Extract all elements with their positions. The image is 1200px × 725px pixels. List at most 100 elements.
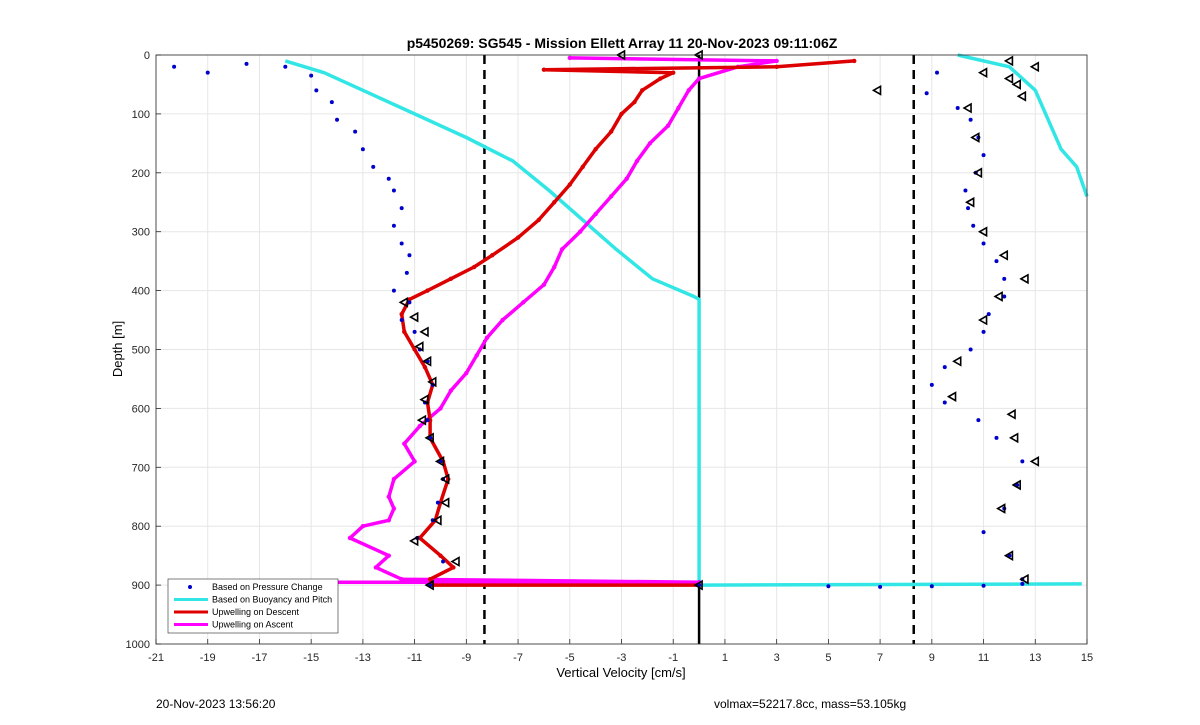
x-tick-label: -11: [407, 652, 422, 664]
y-tick-label: 200: [132, 168, 150, 180]
legend-swatch-point: [188, 585, 192, 589]
series-point: [417, 423, 422, 429]
y-tick-label: 500: [132, 345, 150, 357]
triangle-marker: [962, 102, 972, 114]
x-tick-label: -3: [617, 652, 627, 664]
pressure-point: [935, 70, 940, 75]
pressure-point: [1020, 459, 1025, 464]
triangle-marker: [434, 456, 445, 467]
pressure-point: [986, 312, 991, 317]
pressure-point: [309, 73, 314, 78]
pressure-point: [994, 259, 999, 264]
footer-timestamp: 20-Nov-2023 13:56:20: [156, 697, 276, 711]
pressure-point: [1020, 581, 1025, 586]
y-axis-label: Depth [m]: [110, 321, 125, 377]
y-tick-label: 100: [132, 109, 150, 121]
y-tick-label: 0: [144, 50, 150, 62]
pressure-point: [314, 88, 319, 93]
series-point: [671, 70, 676, 75]
series-point: [425, 288, 430, 293]
pressure-point: [942, 400, 947, 405]
x-tick-label: 5: [825, 652, 831, 664]
triangle-marker: [424, 579, 434, 591]
pressure-point: [353, 129, 358, 134]
pressure-point: [968, 347, 973, 352]
series-point: [422, 364, 428, 370]
triangle-marker: [419, 394, 429, 405]
series-point: [386, 494, 391, 499]
x-tick-label: -19: [200, 652, 216, 664]
series-point: [448, 276, 454, 282]
x-tick-label: 3: [774, 652, 780, 664]
grid: [155, 54, 1088, 645]
pressure-point: [981, 241, 986, 246]
series-point: [407, 297, 412, 302]
pressure-point: [878, 584, 883, 589]
pressure-point: [981, 583, 986, 588]
series-point: [402, 441, 407, 446]
series-point: [619, 111, 624, 117]
pressure-point: [826, 584, 831, 589]
pressure-point: [386, 176, 391, 181]
triangle-marker: [440, 497, 450, 509]
series-point: [658, 76, 663, 81]
pressure-point: [966, 206, 971, 211]
pressure-point: [391, 288, 396, 293]
y-tick-labels: 0 100 200 300 400 500 600 700 800 900 1000: [126, 50, 150, 651]
series-point: [438, 553, 443, 558]
pressure-point: [360, 147, 365, 152]
series-point: [559, 247, 565, 252]
y-tick-label: 900: [132, 580, 150, 592]
pressure-point: [963, 188, 968, 193]
series-point: [427, 577, 433, 582]
x-tick-label: 1: [722, 652, 728, 664]
pressure-point: [981, 329, 986, 334]
series-point: [515, 235, 521, 240]
series-point: [665, 123, 671, 128]
triangle-marker: [1016, 90, 1027, 102]
series-point: [541, 282, 547, 287]
series-point: [647, 141, 653, 146]
series-point: [536, 217, 541, 223]
triangle-marker: [398, 297, 409, 308]
pressure-point: [924, 91, 929, 96]
pressure-point: [976, 418, 981, 423]
triangle-marker: [414, 341, 424, 352]
series-point: [391, 506, 397, 511]
pressure-point: [283, 64, 288, 69]
legend-label: Based on Buoyancy and Pitch: [212, 595, 332, 605]
series-point: [399, 577, 404, 582]
pressure-point: [441, 559, 446, 564]
triangle-marker: [1008, 432, 1019, 444]
x-tick-label: -15: [303, 652, 319, 664]
triangle-marker: [421, 355, 432, 367]
pressure-point: [968, 117, 973, 122]
y-tick-label: 600: [132, 403, 150, 415]
series-point: [567, 55, 572, 61]
y-tick-label: 800: [132, 521, 150, 533]
legend-label: Based on Pressure Change: [212, 582, 323, 592]
triangle-marker: [977, 67, 988, 79]
pressure-point: [955, 106, 960, 111]
triangle-marker: [946, 391, 957, 402]
triangle-marker: [693, 579, 703, 591]
triangle-marker: [977, 314, 988, 326]
triangle-marker: [1006, 408, 1016, 420]
x-tick-labels: -21 -19 -17 -15 -13 -11 -9 -7 -5 -3 -1 1 3 5 7 9 11 13 15: [148, 652, 1093, 664]
series-point: [464, 370, 469, 376]
x-tick-label: -7: [513, 652, 523, 664]
y-tick-label: 400: [132, 286, 150, 298]
series-point: [386, 518, 391, 523]
pressure-point: [929, 382, 934, 387]
triangle-marker: [416, 414, 427, 426]
triangle-marker: [1029, 456, 1040, 467]
triangle-marker: [432, 514, 442, 526]
x-tick-label: -21: [148, 652, 164, 664]
pressure-point: [399, 206, 404, 211]
series-point: [593, 147, 598, 152]
series-point: [521, 300, 526, 305]
x-tick-label: -13: [355, 652, 371, 664]
legend-label: Upwelling on Descent: [212, 607, 300, 617]
x-tick-label: 11: [978, 652, 989, 664]
